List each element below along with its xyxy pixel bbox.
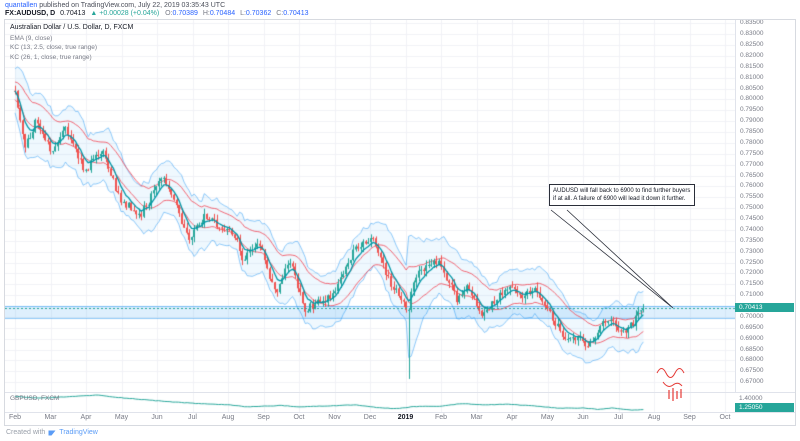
price-axis-label: 0.77500	[740, 149, 764, 157]
time-axis-label: Sep	[257, 414, 270, 421]
time-axis-label: Dec	[363, 414, 377, 421]
price-axis-label: 0.81000	[740, 73, 764, 81]
price-axis-label: 0.71000	[740, 291, 764, 299]
price-axis-label: 0.71500	[740, 280, 764, 288]
legend-indicator-kc26: KC (26, 1, close, true range)	[10, 54, 92, 61]
price-change-text: ▲ +0.00028 (+0.04%)	[90, 10, 160, 17]
time-axis-label: Jul	[614, 414, 623, 421]
price-axis-label: 0.80500	[740, 84, 764, 92]
price-axis-label: 0.76500	[740, 171, 764, 179]
price-axis-label: 0.69000	[740, 334, 764, 342]
byline: quantallen published on TradingView.com,…	[5, 2, 225, 9]
price-axis[interactable]: 0.67000 0.67500 0.68000 0.68500 0.69000 0.695…	[735, 20, 795, 392]
price-axis-label: 0.74000	[740, 225, 764, 233]
symbol-header: FX:AUDUSD, D 0.70413 ▲ +0.00028 (+0.04%)…	[5, 10, 312, 17]
open-value: 0.70389	[172, 10, 198, 17]
annotation-note: AUDUSD will fall back to 6900 to find fu…	[549, 184, 695, 207]
high-value: 0.70484	[209, 10, 236, 17]
price-axis-label: 0.67500	[740, 367, 764, 375]
last-price-badge: 0.70413	[735, 303, 794, 313]
sub-chart-canvas[interactable]	[5, 393, 735, 412]
price-axis-label: 0.75500	[740, 193, 764, 201]
price-axis-label: 0.67000	[740, 378, 764, 386]
low-label: L:	[240, 10, 246, 17]
byline-text: published on TradingView.com, July 22, 2…	[37, 2, 226, 9]
time-axis-label: Nov	[328, 414, 341, 421]
symbol-label: FX:AUDUSD, D	[5, 10, 56, 17]
chart-legend: Australian Dollar / U.S. Dollar, D, FXCM…	[10, 23, 133, 63]
price-axis-label: 0.81500	[740, 62, 764, 70]
close-value: 0.70413	[283, 10, 309, 17]
time-axis-label: Jul	[188, 414, 197, 421]
price-axis-label: 0.77000	[740, 160, 764, 168]
price-axis-label: 0.73000	[740, 247, 764, 255]
axis-separator	[5, 412, 795, 413]
price-axis-label: 0.78000	[740, 138, 764, 146]
price-axis-label: 0.72000	[740, 269, 764, 277]
time-axis-label: 2019	[397, 414, 414, 421]
time-axis-label: Oct	[719, 414, 731, 421]
price-axis-label: 0.79500	[740, 106, 764, 114]
price-axis-label: 0.80000	[740, 95, 764, 103]
price-axis-label: 0.68000	[740, 356, 764, 364]
author-link[interactable]: quantallen	[5, 2, 38, 9]
price-axis-label: 0.82500	[740, 41, 764, 49]
price-axis-label: 0.73500	[740, 236, 764, 244]
last-price-text: 0.70413	[60, 10, 86, 17]
price-axis-label: 0.70000	[740, 312, 764, 320]
time-axis-label: Mar	[470, 414, 483, 421]
chart-frame: Australian Dollar / U.S. Dollar, D, FXCM…	[4, 19, 796, 426]
price-axis-label: 0.79000	[740, 117, 764, 125]
time-axis-label: Feb	[434, 414, 448, 421]
low-value: 0.70362	[245, 10, 272, 17]
open-label: O:	[165, 10, 173, 17]
time-axis-label: Apr	[506, 414, 518, 421]
price-axis-label: 0.83500	[740, 19, 764, 27]
sub-last-price-badge: 1.25050	[735, 403, 794, 412]
time-axis-label: Mar	[44, 414, 57, 421]
legend-indicator-ema: EMA (9, close)	[10, 34, 53, 42]
time-axis-label: Sep	[683, 414, 696, 421]
annotation-text: AUDUSD will fall back to 6900 to find fu…	[553, 188, 691, 203]
price-axis-label: 0.82000	[740, 51, 764, 59]
price-axis-label: 0.74500	[740, 215, 764, 223]
sub-axis-label: 1.40000	[739, 394, 763, 402]
time-axis-label: Aug	[647, 414, 661, 421]
price-axis-label: 0.75000	[740, 204, 764, 212]
price-axis-label: 0.72500	[740, 258, 764, 266]
time-axis-label: May	[114, 414, 129, 421]
time-axis-label: Oct	[293, 414, 305, 421]
time-axis-label: Jun	[151, 414, 163, 421]
high-label: H:	[202, 10, 210, 17]
created-with-text: Created with	[6, 428, 46, 436]
time-axis-label: Aug	[221, 414, 235, 421]
legend-symbol-title: Australian Dollar / U.S. Dollar, D, FXCM	[10, 24, 134, 31]
time-axis-label: Apr	[80, 414, 92, 421]
tradingview-logo-icon	[48, 428, 56, 436]
price-axis-label: 0.78500	[740, 128, 764, 136]
price-axis-label: 0.68500	[740, 345, 764, 353]
price-axis-label: 0.83000	[740, 30, 764, 38]
sub-panel-symbol-label: GBPUSD, FXCM	[10, 395, 60, 402]
tradingview-brand-link[interactable]: TradingView	[59, 428, 98, 436]
price-axis-label: 0.69500	[740, 323, 764, 331]
time-axis[interactable]: Feb Mar Apr May Jun Jul Aug Sep Oct Nov Dec 2019 Feb…	[5, 413, 735, 425]
panel-separator	[5, 392, 795, 393]
price-axis-label: 0.76000	[740, 182, 764, 190]
legend-indicator-kc13: KC (13, 2.5, close, true range)	[10, 44, 98, 52]
time-axis-label: May	[540, 414, 555, 421]
time-axis-label: Feb	[8, 414, 22, 421]
footer-credit: Created with TradingView	[6, 428, 98, 436]
time-axis-label: Jun	[577, 414, 589, 421]
close-label: C:	[276, 10, 284, 17]
